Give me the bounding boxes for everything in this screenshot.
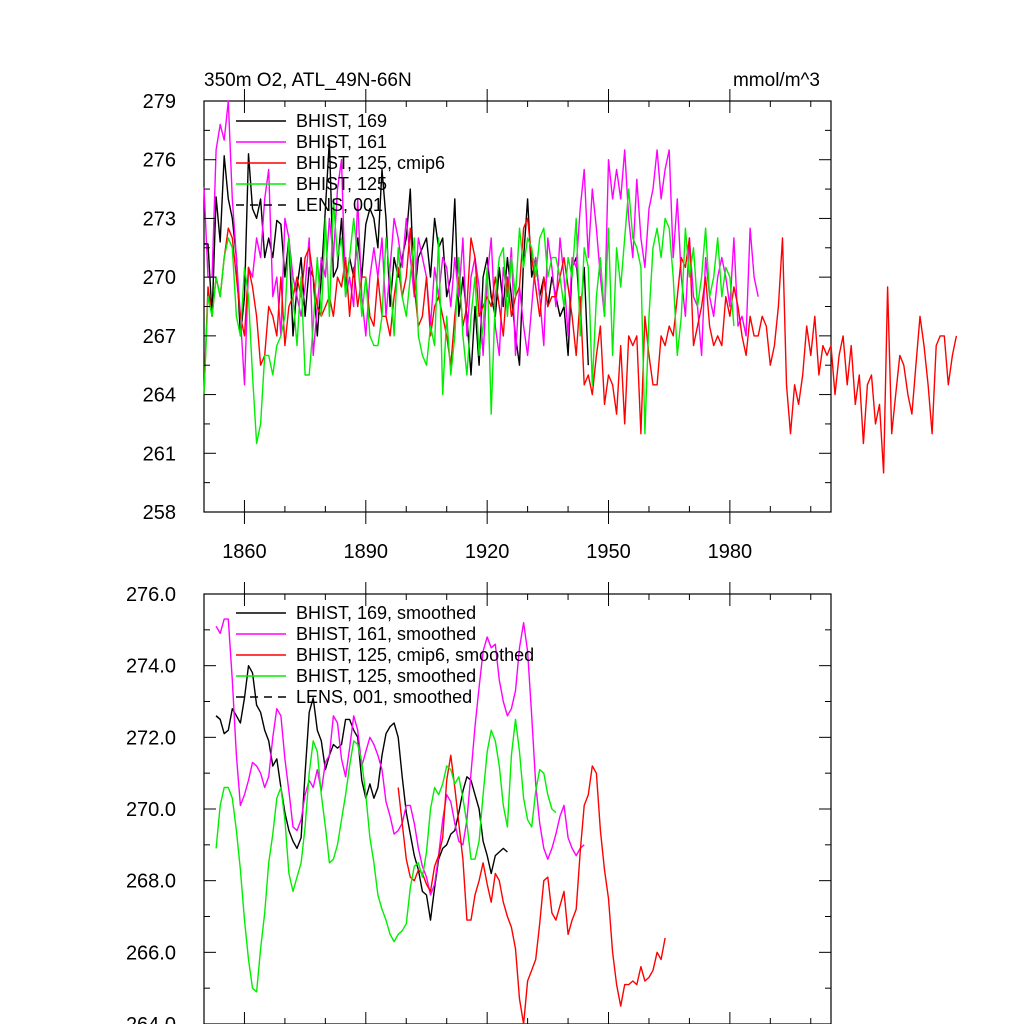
top-chart-units: mmol/m^3 — [733, 70, 820, 91]
bottom-ytick-label: 266.0 — [126, 942, 176, 964]
bottom-ytick-label: 264.0 — [126, 1014, 176, 1024]
top-legend-label-bhist-125: BHIST, 125 — [296, 174, 387, 194]
top-series-line-bhist-125 — [203, 188, 735, 445]
bottom-legend-label-bhist-161-smoothed: BHIST, 161, smoothed — [296, 624, 476, 644]
top-xtick-label: 1920 — [465, 541, 510, 563]
bottom-series-line-bhist-169-smoothed — [215, 665, 508, 921]
top-series-line-bhist-169 — [204, 139, 589, 376]
top-series-group — [203, 100, 958, 474]
bottom-ytick-label: 270.0 — [126, 799, 176, 821]
bottom-legend-label-bhist-169-smoothed: BHIST, 169, smoothed — [296, 603, 476, 623]
top-legend-label-bhist-161: BHIST, 161 — [296, 132, 387, 152]
bottom-legend-label-bhist-125-cmip6-smoothed: BHIST, 125, cmip6, smoothed — [296, 645, 534, 665]
top-ytick-label: 267 — [143, 326, 176, 348]
bottom-ytick-label: 272.0 — [126, 727, 176, 749]
top-ytick-label: 279 — [143, 91, 176, 113]
top-ticks-group: 279 276 273 270 267 264 261 258 1860 1890 1920 1950… — [143, 89, 831, 563]
bottom-ticks-group: 276.0 274.0 272.0 270.0 268.0 266.0 264.0 — [126, 582, 831, 1024]
top-xtick-label: 1980 — [708, 541, 753, 563]
top-ytick-label: 270 — [143, 267, 176, 289]
bottom-series-line-bhist-161-smoothed — [215, 618, 585, 896]
top-ytick-label: 276 — [143, 150, 176, 172]
top-ytick-label: 261 — [143, 443, 176, 465]
top-xtick-label: 1890 — [344, 541, 389, 563]
bottom-panel: 276.0 274.0 272.0 270.0 268.0 266.0 264.0 BHIS… — [126, 582, 832, 1024]
top-series-line-bhist-125-cmip6 — [203, 217, 958, 474]
bottom-series-group — [215, 618, 666, 1024]
bottom-legend-label-bhist-125-smoothed: BHIST, 125, smoothed — [296, 666, 476, 686]
top-xtick-label: 1860 — [222, 541, 267, 563]
bottom-ytick-label: 276.0 — [126, 584, 176, 606]
bottom-legend-label-lens-001-smoothed: LENS, 001, smoothed — [296, 687, 472, 707]
top-legend-label-bhist-125-cmip6: BHIST, 125, cmip6 — [296, 153, 445, 173]
top-ytick-label: 273 — [143, 208, 176, 230]
top-xtick-label: 1950 — [586, 541, 631, 563]
top-ytick-label: 258 — [143, 502, 176, 524]
top-ytick-label: 264 — [143, 385, 176, 407]
top-series-line-bhist-161 — [203, 100, 759, 386]
bottom-series-line-bhist-125-cmip6-smoothed — [397, 754, 666, 1024]
bottom-series-line-lens-001-smoothed — [215, 715, 221, 720]
top-legend-label-bhist-169: BHIST, 169 — [296, 111, 387, 131]
bottom-ytick-label: 268.0 — [126, 871, 176, 893]
top-legend-label-lens-001: LENS, 001 — [296, 195, 383, 215]
top-chart-title: 350m O2, ATL_49N-66N — [204, 70, 412, 91]
bottom-series-line-bhist-125-smoothed — [215, 718, 557, 993]
bottom-ytick-label: 274.0 — [126, 656, 176, 678]
top-panel: 279 276 273 270 267 264 261 258 1860 1890 1920 1950… — [143, 70, 958, 563]
